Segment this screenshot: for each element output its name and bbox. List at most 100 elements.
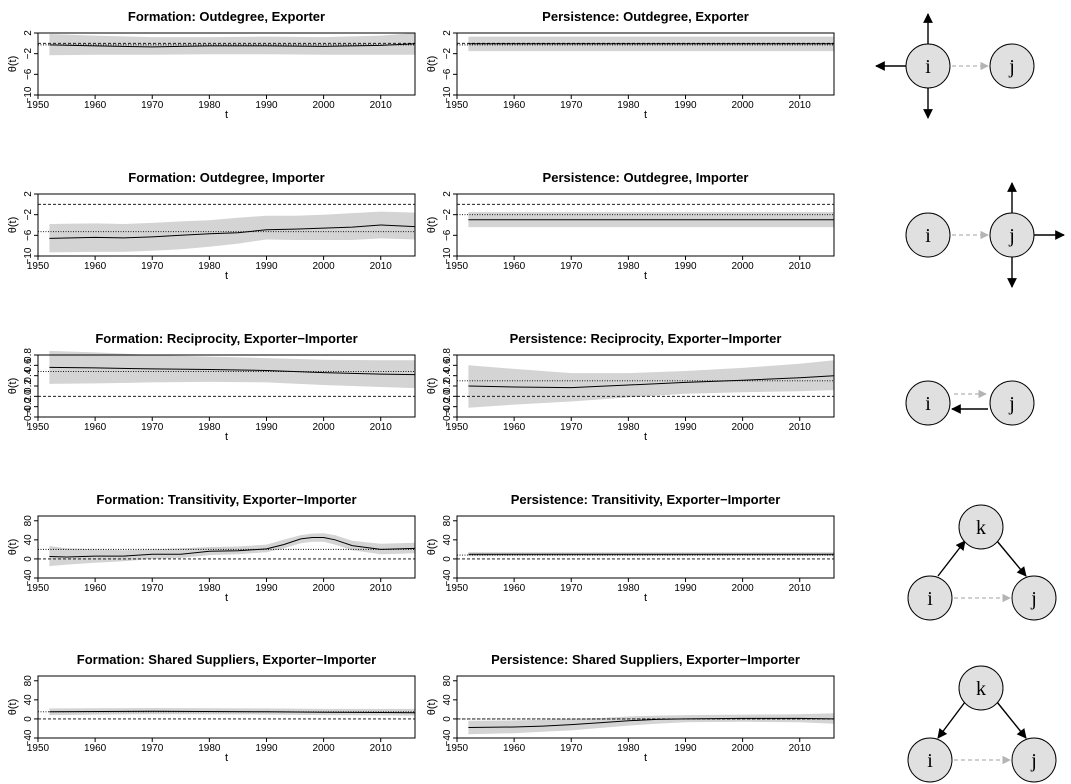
- x-tick-label: 1950: [446, 422, 469, 433]
- chart-panel-5: Persistence: Reciprocity, Exporter−Impor…: [426, 331, 835, 443]
- x-tick-label: 2000: [312, 422, 335, 433]
- y-tick-label: −2: [23, 209, 34, 221]
- x-tick-label: 1990: [255, 743, 278, 754]
- x-axis-label: t: [644, 431, 647, 443]
- chart-title: Persistence: Reciprocity, Exporter−Impor…: [510, 331, 782, 346]
- x-tick-label: 2010: [789, 743, 812, 754]
- x-tick-label: 2010: [789, 422, 812, 433]
- y-tick-label: 80: [442, 675, 453, 687]
- node-label-j: j: [1030, 750, 1037, 772]
- x-tick-label: 2010: [370, 100, 393, 111]
- confidence-band: [49, 533, 416, 567]
- plot-frame: [37, 515, 416, 579]
- x-tick-label: 1980: [198, 261, 221, 272]
- plot-frame: [456, 193, 835, 257]
- node-i: [907, 737, 953, 783]
- y-tick-label: −0.2: [442, 396, 453, 416]
- x-tick-label: 1960: [503, 422, 526, 433]
- x-tick-label: 1950: [446, 583, 469, 594]
- y-axis-label: θ(t): [426, 378, 438, 395]
- tie-arrow: [937, 701, 966, 739]
- x-tick-label: 2000: [731, 743, 754, 754]
- y-axis-label: θ(t): [426, 539, 438, 556]
- node-label-j: j: [1008, 56, 1015, 78]
- x-tick-label: 1980: [198, 743, 221, 754]
- x-tick-label: 1990: [255, 100, 278, 111]
- x-tick-label: 1980: [198, 422, 221, 433]
- chart-title: Persistence: Outdegree, Exporter: [542, 9, 749, 24]
- x-tick-label: 1980: [617, 583, 640, 594]
- y-tick-label: 80: [442, 515, 453, 527]
- plot-frame: [37, 193, 416, 257]
- plot-frame: [37, 675, 416, 739]
- x-tick-label: 2010: [789, 261, 812, 272]
- y-tick-label: 0.0: [442, 389, 453, 403]
- node-label-i: i: [925, 393, 931, 415]
- x-tick-label: 1970: [560, 100, 583, 111]
- y-tick-label: −40: [442, 729, 453, 746]
- x-tick-label: 1950: [27, 583, 50, 594]
- x-tick-label: 1950: [446, 743, 469, 754]
- node-i: [905, 212, 951, 258]
- node-label-k: k: [976, 678, 986, 700]
- node-k: [958, 665, 1004, 711]
- node-j: [1011, 575, 1057, 621]
- estimate-line: [49, 710, 416, 714]
- x-tick-label: 2000: [731, 583, 754, 594]
- y-axis-label: θ(t): [426, 699, 438, 716]
- chart-panel-4: Formation: Reciprocity, Exporter−Importe…: [7, 331, 416, 443]
- x-tick-label: 1970: [560, 583, 583, 594]
- y-tick-label: −0.4: [442, 407, 453, 427]
- x-axis-label: t: [644, 752, 647, 764]
- y-tick-label: −6: [23, 229, 34, 241]
- estimate-line: [49, 43, 416, 48]
- x-tick-label: 1990: [674, 743, 697, 754]
- y-tick-label: 2: [442, 191, 453, 197]
- node-label-j: j: [1008, 225, 1015, 247]
- x-tick-label: 2000: [312, 100, 335, 111]
- y-tick-label: 0.8: [23, 348, 34, 362]
- plot-frame: [456, 515, 835, 579]
- chart-panel-6: Formation: Transitivity, Exporter−Import…: [7, 492, 416, 604]
- x-tick-label: 1960: [503, 261, 526, 272]
- x-tick-label: 2010: [370, 583, 393, 594]
- diagram-transitivity: k i j: [907, 504, 1057, 621]
- x-tick-label: 1970: [560, 743, 583, 754]
- y-tick-label: −2: [23, 48, 34, 60]
- y-axis-label: θ(t): [426, 56, 438, 73]
- chart-panel-0: Formation: Outdegree, Exporter 1950 1960 19…: [7, 9, 416, 121]
- chart-title: Formation: Outdegree, Exporter: [128, 9, 325, 24]
- x-tick-label: 1950: [27, 100, 50, 111]
- estimate-line: [468, 375, 835, 389]
- node-label-i: i: [927, 588, 933, 610]
- confidence-band: [49, 211, 416, 253]
- x-tick-label: 1960: [84, 583, 107, 594]
- y-tick-label: −2: [442, 48, 453, 60]
- y-tick-label: 2: [23, 30, 34, 36]
- x-tick-label: 2000: [312, 261, 335, 272]
- chart-panel-7: Persistence: Transitivity, Exporter−Impo…: [426, 492, 835, 604]
- tie-arrow: [996, 701, 1027, 739]
- y-tick-label: 40: [23, 534, 34, 546]
- x-tick-label: 2010: [370, 261, 393, 272]
- x-tick-label: 1980: [617, 743, 640, 754]
- y-tick-label: 0: [442, 716, 453, 722]
- y-axis-label: θ(t): [7, 539, 19, 556]
- node-j: [989, 43, 1035, 89]
- x-tick-label: 1960: [503, 743, 526, 754]
- x-axis-label: t: [225, 752, 228, 764]
- chart-title: Persistence: Transitivity, Exporter−Impo…: [511, 492, 781, 507]
- x-tick-label: 1960: [503, 100, 526, 111]
- x-axis-label: t: [225, 431, 228, 443]
- node-label-k: k: [976, 517, 986, 539]
- x-tick-label: 1960: [84, 743, 107, 754]
- x-tick-label: 1960: [84, 422, 107, 433]
- chart-panel-9: Persistence: Shared Suppliers, Exporter−…: [426, 652, 835, 764]
- x-tick-label: 1990: [674, 422, 697, 433]
- y-axis-label: θ(t): [7, 56, 19, 73]
- node-j: [1011, 737, 1057, 783]
- x-tick-label: 1970: [141, 422, 164, 433]
